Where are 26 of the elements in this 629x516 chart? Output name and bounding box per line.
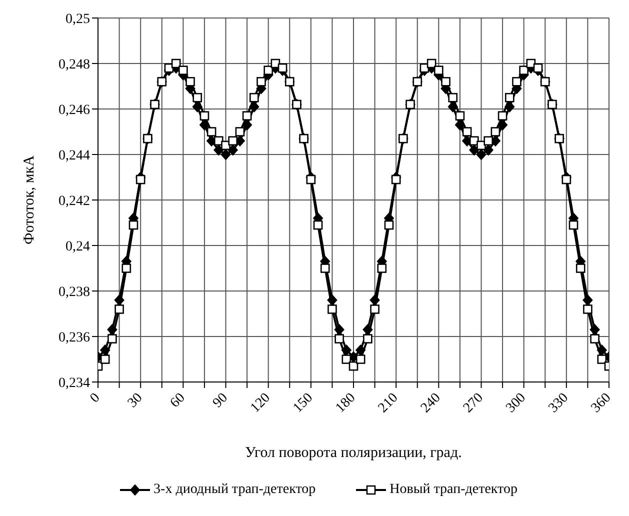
- x-tick-label: 270: [460, 390, 486, 416]
- x-tick-label: 60: [168, 390, 188, 412]
- y-axis-title: Фототок, мкА: [21, 155, 38, 245]
- x-tick-label: 240: [418, 390, 444, 416]
- x-tick-label: 300: [503, 390, 529, 416]
- x-tick-label: 120: [248, 390, 274, 416]
- y-tick-label: 0,25: [66, 12, 90, 27]
- x-tick-label: 210: [376, 390, 402, 416]
- x-tick-label: 180: [333, 390, 359, 416]
- x-tick-label: 150: [290, 390, 316, 416]
- x-tick-label: 90: [210, 390, 231, 412]
- y-tick-label: 0,238: [58, 284, 90, 300]
- y-tick-label: 0,246: [58, 102, 90, 118]
- y-tick-label: 0,24: [66, 239, 90, 254]
- legend-label: Новый трап-детектор: [390, 482, 518, 498]
- y-tick-label: 0,234: [58, 376, 90, 391]
- y-tick-label: 0,236: [58, 330, 90, 346]
- y-tick-label: 0,242: [58, 194, 90, 209]
- x-tick-label: 0: [88, 390, 104, 406]
- x-tick-label: 330: [546, 390, 572, 416]
- legend-label: 3-х диодный трап-детектор: [154, 482, 316, 498]
- x-axis-title: Угол поворота поляризации, град.: [245, 445, 462, 461]
- y-tick-label: 0,248: [58, 57, 90, 72]
- y-tick-label: 0,244: [58, 148, 90, 164]
- x-tick-label: 360: [588, 390, 614, 416]
- x-tick-label: 30: [125, 390, 146, 412]
